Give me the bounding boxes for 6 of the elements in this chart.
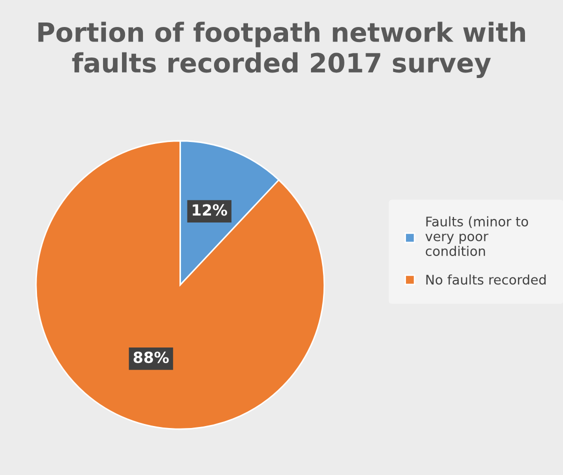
legend-label: Faults (minor to very poor condition bbox=[425, 216, 528, 256]
pie-slice bbox=[35, 140, 325, 430]
chart-title: Portion of footpath network with faults recorded 2017 survey bbox=[38, 22, 525, 78]
data-label: 12% bbox=[192, 204, 228, 216]
legend-label: No faults recorded bbox=[426, 274, 546, 285]
data-label: 88% bbox=[134, 352, 169, 364]
